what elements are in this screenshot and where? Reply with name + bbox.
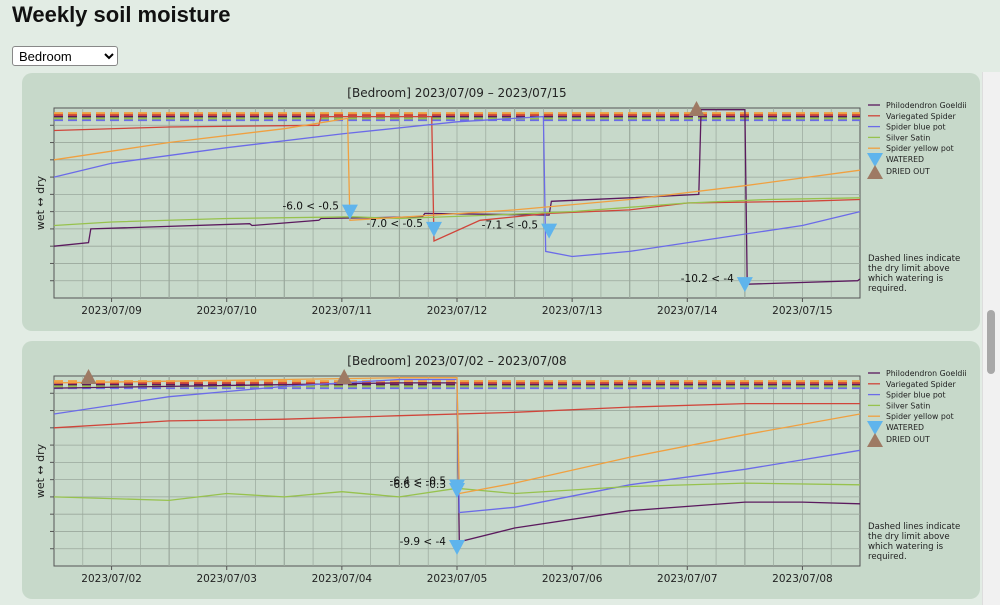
dry-limit-note: Dashed lines indicate the dry limit above… [868, 522, 960, 562]
watered-label: -6.6 < -0.3 [390, 479, 446, 491]
chart-card-week-1: [Bedroom] 2023/07/09 – 2023/07/15 2023/07… [22, 73, 980, 331]
x-tick-label: 2023/07/05 [427, 573, 488, 585]
watered-label: -6.0 < -0.5 [282, 201, 338, 213]
dried-out-marker [336, 369, 353, 384]
chart-title: [Bedroom] 2023/07/02 – 2023/07/08 [347, 354, 566, 368]
chart-week-2: [Bedroom] 2023/07/02 – 2023/07/08 2023/07… [34, 354, 967, 585]
note-line: which watering is [868, 542, 944, 552]
y-axis-label: wet ↔ dry [34, 443, 47, 498]
legend-watered-label: WATERED [886, 155, 924, 164]
legend-label: Philodendron Goeldii [886, 369, 967, 378]
chart-week-1: [Bedroom] 2023/07/09 – 2023/07/15 2023/07… [34, 86, 967, 317]
legend-dried-out-marker [867, 433, 883, 447]
page-title: Weekly soil moisture [12, 2, 231, 27]
note-line: which watering is [868, 274, 944, 284]
watered-label: -7.0 < -0.5 [367, 218, 423, 230]
legend-watered-marker [867, 421, 883, 435]
watered-marker [425, 221, 442, 237]
note-line: required. [868, 552, 907, 562]
x-tick-label: 2023/07/11 [312, 305, 373, 317]
legend-label: Spider blue pot [886, 391, 946, 400]
scrollbar-thumb[interactable] [987, 310, 995, 374]
series-line [53, 115, 861, 258]
note-line: Dashed lines indicate [868, 522, 960, 532]
x-tick-label: 2023/07/12 [427, 305, 488, 317]
x-tick-label: 2023/07/07 [657, 573, 718, 585]
watered-marker [449, 540, 465, 555]
dry-limit-note: Dashed lines indicate the dry limit above… [868, 254, 960, 294]
legend-label: Spider yellow pot [886, 412, 954, 421]
chart-title: [Bedroom] 2023/07/09 – 2023/07/15 [347, 86, 566, 100]
note-line: required. [868, 284, 907, 294]
legend-watered-label: WATERED [886, 423, 924, 432]
charts-scroll-area[interactable]: [Bedroom] 2023/07/09 – 2023/07/15 2023/07… [0, 72, 982, 605]
watered-label: -10.2 < -4 [681, 273, 734, 285]
x-tick-label: 2023/07/02 [81, 573, 142, 585]
legend-label: Variegated Spider [886, 380, 956, 389]
room-select[interactable]: Bedroom [12, 46, 118, 66]
x-tick-label: 2023/07/14 [657, 305, 718, 317]
chart-card-week-2: [Bedroom] 2023/07/02 – 2023/07/08 2023/07… [22, 341, 980, 599]
scrollbar[interactable] [982, 72, 1000, 605]
watered-marker [541, 223, 558, 239]
y-axis-label: wet ↔ dry [34, 175, 47, 230]
x-tick-label: 2023/07/10 [196, 305, 257, 317]
legend-dried-out-label: DRIED OUT [886, 435, 930, 444]
watered-label: -6.4 < -0.5 [390, 476, 446, 488]
series-line [53, 197, 861, 227]
legend-label: Spider yellow pot [886, 144, 954, 153]
x-tick-label: 2023/07/09 [81, 305, 142, 317]
x-tick-label: 2023/07/03 [196, 573, 257, 585]
watered-label: -9.9 < -4 [400, 536, 447, 548]
series-line [53, 117, 861, 221]
watered-marker [449, 483, 465, 498]
note-line: the dry limit above [868, 264, 950, 274]
dried-out-marker [80, 369, 97, 384]
x-tick-label: 2023/07/13 [542, 305, 603, 317]
legend-label: Silver Satin [886, 133, 930, 142]
watered-label: -7.1 < -0.5 [482, 220, 538, 232]
watered-marker [736, 277, 753, 293]
watered-marker [341, 204, 358, 220]
series-line [53, 377, 861, 495]
note-line: the dry limit above [868, 532, 950, 542]
series-line [53, 482, 861, 502]
series-line [53, 109, 861, 285]
x-tick-label: 2023/07/04 [312, 573, 373, 585]
note-line: Dashed lines indicate [868, 254, 960, 264]
dried-out-marker [688, 101, 705, 116]
legend-dried-out-marker [867, 165, 883, 179]
x-tick-label: 2023/07/08 [772, 573, 833, 585]
legend-dried-out-label: DRIED OUT [886, 167, 930, 176]
legend-label: Variegated Spider [886, 112, 956, 121]
legend-watered-marker [867, 153, 883, 167]
legend-label: Spider blue pot [886, 123, 946, 132]
legend-label: Philodendron Goeldii [886, 101, 967, 110]
legend-label: Silver Satin [886, 401, 930, 410]
x-tick-label: 2023/07/15 [772, 305, 833, 317]
x-tick-label: 2023/07/06 [542, 573, 603, 585]
